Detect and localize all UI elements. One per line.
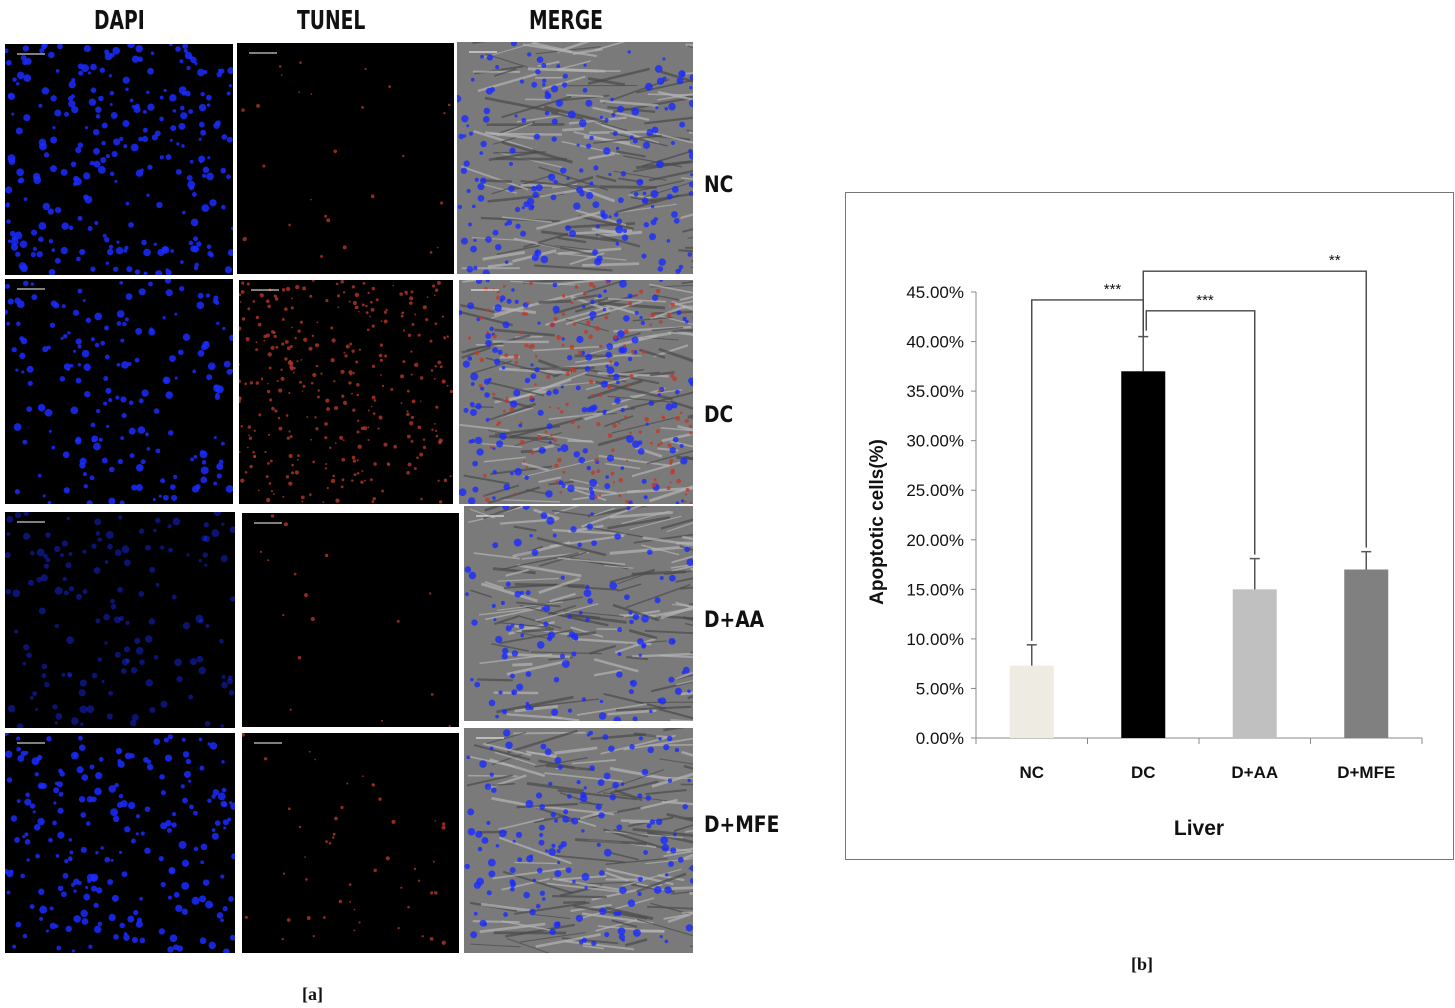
micrograph-texture	[464, 728, 693, 953]
y-tick-label: 5.00%	[916, 679, 964, 698]
image-dc-dapi	[5, 279, 233, 504]
significance-label: ***	[1104, 281, 1122, 298]
y-tick-label: 45.00%	[906, 283, 964, 302]
significance-bracket	[1145, 310, 1256, 555]
bar-nc	[1009, 665, 1054, 738]
y-tick-label: 20.00%	[906, 531, 964, 550]
micrograph-texture	[254, 514, 451, 727]
significance-bracket	[1142, 270, 1367, 548]
micrograph-texture	[242, 733, 446, 945]
image-nc-merge	[457, 42, 693, 274]
micrograph-texture	[241, 52, 451, 258]
image-daa-dapi	[5, 512, 235, 728]
x-tick-label: D+AA	[1231, 763, 1278, 782]
y-tick-label: 40.00%	[906, 333, 964, 352]
y-tick-label: 30.00%	[906, 432, 964, 451]
y-tick-label: 0.00%	[916, 729, 964, 748]
column-header-dapi: DAPI	[94, 6, 145, 36]
row-label-dmfe: D+MFE	[704, 813, 780, 838]
x-tick-label: NC	[1019, 763, 1044, 782]
bar-dc	[1121, 371, 1166, 738]
y-tick-label: 15.00%	[906, 580, 964, 599]
panel-a-caption: [a]	[302, 984, 323, 1004]
y-tick-label: 35.00%	[906, 382, 964, 401]
x-axis-label: Liver	[1174, 817, 1224, 840]
micrograph-texture	[5, 279, 233, 504]
significance-label: **	[1329, 252, 1341, 269]
apoptotic-cells-bar-chart: 0.00% 5.00% 10.00% 15.00% 20.00% 25.00% 30.00%…	[867, 252, 1423, 840]
image-dmfe-dapi	[5, 733, 235, 953]
micrograph-texture	[239, 280, 453, 504]
micrograph-texture	[5, 512, 235, 728]
y-tick-label: 25.00%	[906, 481, 964, 500]
row-label-dc: DC	[704, 403, 734, 428]
image-dc-merge	[459, 280, 693, 504]
y-axis-label: Apoptotic cells(%)	[867, 439, 888, 605]
micrograph-texture	[5, 733, 235, 953]
micrograph-texture	[5, 44, 233, 275]
image-nc-tunel	[237, 43, 454, 274]
bar-d-aa	[1232, 589, 1277, 738]
significance-label: ***	[1196, 292, 1214, 309]
y-tick-label: 10.00%	[906, 630, 964, 649]
x-tick-label: D+MFE	[1337, 763, 1395, 782]
image-dmfe-tunel	[242, 733, 459, 953]
image-dmfe-merge	[464, 728, 693, 953]
row-label-nc: NC	[704, 173, 734, 198]
column-header-tunel: TUNEL	[297, 6, 366, 36]
micrograph-texture	[459, 280, 693, 504]
bar-d-mfe	[1344, 569, 1389, 738]
image-dc-tunel	[239, 280, 453, 504]
micrograph-texture	[457, 42, 693, 274]
panel-b-caption: [b]	[1131, 954, 1153, 974]
row-label-daa: D+AA	[704, 608, 765, 633]
column-header-merge: MERGE	[529, 6, 603, 36]
micrograph-texture	[464, 506, 693, 721]
image-nc-dapi	[5, 44, 233, 275]
image-daa-merge	[464, 506, 693, 721]
x-tick-label: DC	[1131, 763, 1156, 782]
image-daa-tunel	[242, 513, 459, 727]
